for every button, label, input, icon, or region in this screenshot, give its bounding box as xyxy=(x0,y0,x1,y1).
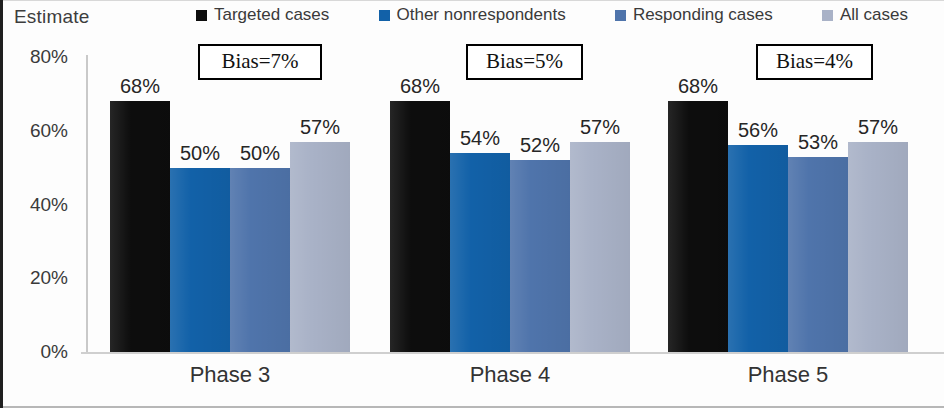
legend-swatch-icon xyxy=(822,10,833,21)
bias-annotation-box: Bias=4% xyxy=(756,44,873,80)
bar-value-label: 50% xyxy=(222,142,298,165)
y-axis-tick-label: 60% xyxy=(6,118,68,144)
plot-area: 68%50%50%57%Phase 3Bias=7%68%54%52%57%Ph… xyxy=(88,57,940,352)
legend: Targeted cases Other nonrespondents Respon… xyxy=(196,5,908,25)
x-axis-line xyxy=(81,352,944,354)
bar-group-phase-5: 68%56%53%57% xyxy=(668,57,908,352)
y-axis-tick-label: 0% xyxy=(6,339,68,365)
bar-targeted-cases-phase-5 xyxy=(668,101,728,352)
bias-annotation-box: Bias=5% xyxy=(466,44,583,80)
x-axis-label-phase-4: Phase 4 xyxy=(440,362,580,388)
bar-all-cases-phase-4 xyxy=(570,142,630,352)
bar-other-nonrespondents-phase-3 xyxy=(170,168,230,352)
bar-targeted-cases-phase-4 xyxy=(390,101,450,352)
bar-responding-cases-phase-3 xyxy=(230,168,290,352)
bar-all-cases-phase-3 xyxy=(290,142,350,352)
bias-annotation-box: Bias=7% xyxy=(198,44,322,80)
legend-label: Targeted cases xyxy=(214,5,329,25)
bar-value-label: 57% xyxy=(282,116,358,139)
legend-item-responding-cases: Responding cases xyxy=(615,5,773,25)
y-axis-tick-label: 20% xyxy=(6,265,68,291)
y-axis-tick-label: 80% xyxy=(6,44,68,70)
bar-value-label: 57% xyxy=(840,116,916,139)
y-axis: 0% 20% 40% 60% 80% xyxy=(0,0,76,408)
bar-value-label: 68% xyxy=(382,75,458,98)
bar-value-label: 57% xyxy=(562,116,638,139)
bar-responding-cases-phase-4 xyxy=(510,160,570,352)
legend-swatch-icon xyxy=(196,10,207,21)
legend-swatch-icon xyxy=(615,10,626,21)
bar-group-phase-4: 68%54%52%57% xyxy=(390,57,630,352)
bar-all-cases-phase-5 xyxy=(848,142,908,352)
bar-targeted-cases-phase-3 xyxy=(110,101,170,352)
bar-responding-cases-phase-5 xyxy=(788,157,848,352)
x-axis-label-phase-5: Phase 5 xyxy=(718,362,858,388)
legend-item-other-nonrespondents: Other nonrespondents xyxy=(379,5,566,25)
legend-label: Responding cases xyxy=(633,5,773,25)
y-axis-tick-label: 40% xyxy=(6,192,68,218)
bar-chart-figure: Estimate Targeted casesOther nonresponde… xyxy=(0,0,944,408)
legend-swatch-icon xyxy=(379,10,390,21)
bar-value-label: 68% xyxy=(660,75,736,98)
x-axis-label-phase-3: Phase 3 xyxy=(160,362,300,388)
legend-item-all-cases: All cases xyxy=(822,5,908,25)
y-axis-line xyxy=(86,55,88,354)
legend-label: All cases xyxy=(840,5,908,25)
bar-other-nonrespondents-phase-5 xyxy=(728,145,788,352)
legend-label: Other nonrespondents xyxy=(397,5,566,25)
bar-group-phase-3: 68%50%50%57% xyxy=(110,57,350,352)
bar-value-label: 68% xyxy=(102,75,178,98)
bar-other-nonrespondents-phase-4 xyxy=(450,153,510,352)
legend-item-targeted-cases: Targeted cases xyxy=(196,5,329,25)
